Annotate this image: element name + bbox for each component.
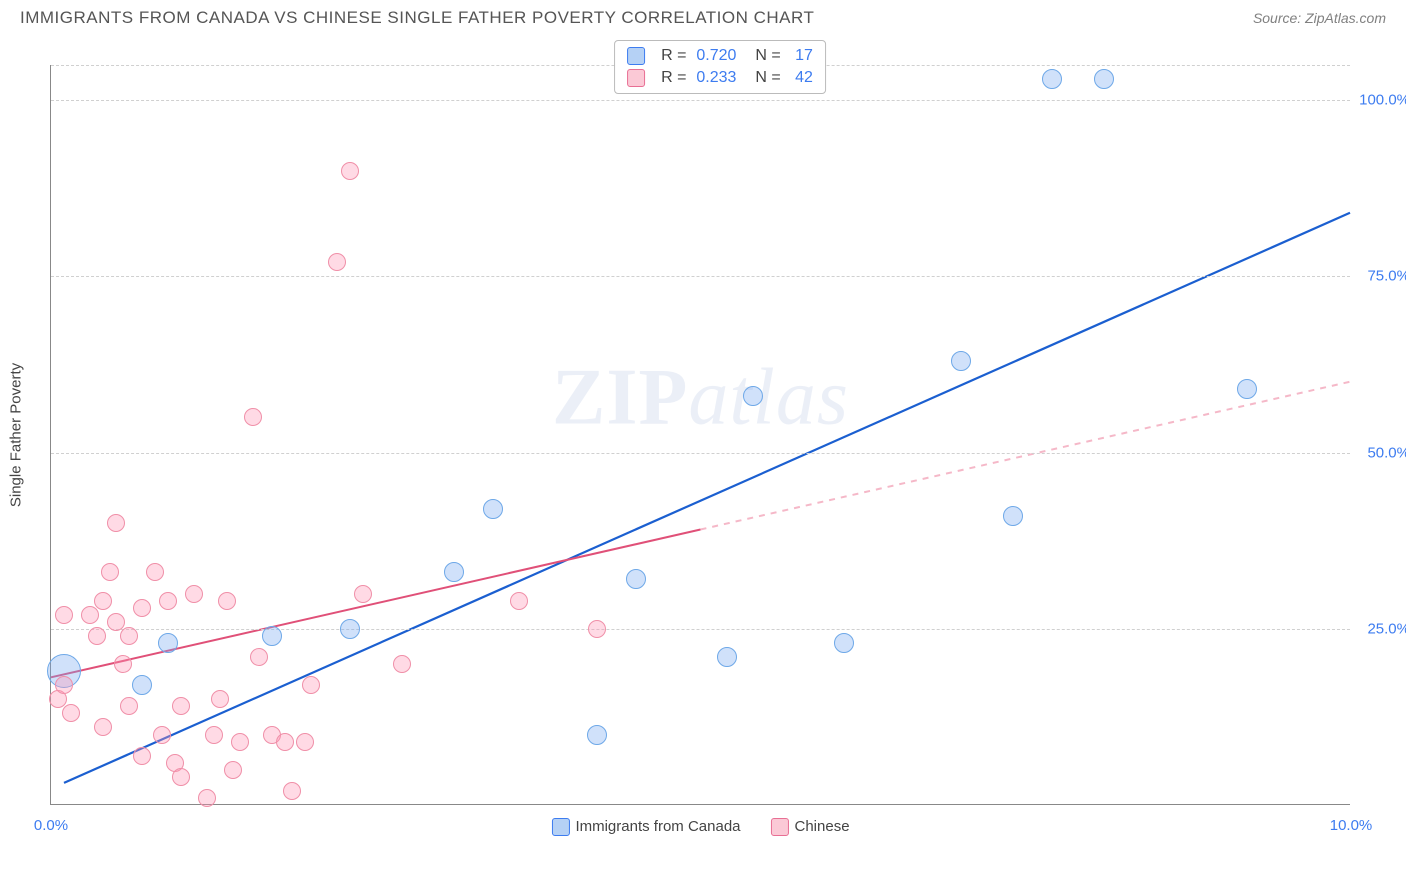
- data-point: [283, 782, 301, 800]
- data-point: [951, 351, 971, 371]
- data-point: [107, 514, 125, 532]
- data-point: [55, 606, 73, 624]
- data-point: [94, 592, 112, 610]
- data-point: [55, 676, 73, 694]
- y-tick-label: 25.0%: [1355, 620, 1406, 637]
- stats-legend-row: R = 0.720 N = 17: [627, 45, 813, 67]
- data-point: [218, 592, 236, 610]
- gridline: [51, 629, 1350, 630]
- data-point: [1042, 69, 1062, 89]
- data-point: [133, 599, 151, 617]
- data-point: [120, 697, 138, 715]
- legend-r-value: 0.720: [696, 47, 736, 65]
- data-point: [587, 725, 607, 745]
- data-point: [211, 690, 229, 708]
- legend-n-value: 42: [791, 69, 813, 87]
- data-point: [159, 592, 177, 610]
- gridline: [51, 453, 1350, 454]
- data-point: [244, 408, 262, 426]
- trend-line-dashed: [701, 382, 1351, 530]
- data-point: [510, 592, 528, 610]
- data-point: [626, 569, 646, 589]
- legend-series-name: Immigrants from Canada: [575, 818, 740, 835]
- data-point: [62, 704, 80, 722]
- data-point: [81, 606, 99, 624]
- legend-series-name: Chinese: [795, 818, 850, 835]
- source-attribution: Source: ZipAtlas.com: [1253, 10, 1386, 26]
- legend-item: Chinese: [771, 818, 850, 836]
- legend-n-label: N =: [746, 69, 780, 87]
- data-point: [1094, 69, 1114, 89]
- data-point: [158, 633, 178, 653]
- data-point: [743, 386, 763, 406]
- data-point: [588, 620, 606, 638]
- data-point: [172, 768, 190, 786]
- header: IMMIGRANTS FROM CANADA VS CHINESE SINGLE…: [0, 0, 1406, 32]
- trend-line: [64, 213, 1350, 783]
- data-point: [224, 761, 242, 779]
- plot-container: R = 0.720 N = 17 R = 0.233 N = 42 Single Fa…: [50, 40, 1390, 830]
- data-point: [1003, 506, 1023, 526]
- data-point: [302, 676, 320, 694]
- data-point: [132, 675, 152, 695]
- plot-area: Single Father Poverty ZIPatlas Immigrant…: [50, 65, 1350, 805]
- legend-swatch: [771, 818, 789, 836]
- data-point: [101, 563, 119, 581]
- y-tick-label: 75.0%: [1355, 268, 1406, 285]
- data-point: [94, 718, 112, 736]
- x-tick-label: 10.0%: [1330, 817, 1373, 834]
- data-point: [483, 499, 503, 519]
- data-point: [153, 726, 171, 744]
- legend-swatch: [627, 47, 645, 65]
- x-tick-label: 0.0%: [34, 817, 68, 834]
- legend-n-label: N =: [746, 47, 780, 65]
- data-point: [340, 619, 360, 639]
- gridline: [51, 100, 1350, 101]
- data-point: [205, 726, 223, 744]
- data-point: [231, 733, 249, 751]
- data-point: [88, 627, 106, 645]
- legend-swatch: [551, 818, 569, 836]
- data-point: [133, 747, 151, 765]
- data-point: [834, 633, 854, 653]
- data-point: [328, 253, 346, 271]
- data-point: [1237, 379, 1257, 399]
- data-point: [276, 733, 294, 751]
- data-point: [250, 648, 268, 666]
- legend-n-value: 17: [791, 47, 813, 65]
- data-point: [198, 789, 216, 807]
- legend-item: Immigrants from Canada: [551, 818, 740, 836]
- svg-layer: [51, 65, 1350, 804]
- data-point: [717, 647, 737, 667]
- data-point: [146, 563, 164, 581]
- data-point: [393, 655, 411, 673]
- chart-title: IMMIGRANTS FROM CANADA VS CHINESE SINGLE…: [20, 8, 814, 28]
- series-legend: Immigrants from Canada Chinese: [551, 818, 849, 836]
- gridline: [51, 276, 1350, 277]
- y-tick-label: 50.0%: [1355, 444, 1406, 461]
- legend-swatch: [627, 69, 645, 87]
- stats-legend: R = 0.720 N = 17 R = 0.233 N = 42: [614, 40, 826, 94]
- data-point: [172, 697, 190, 715]
- data-point: [114, 655, 132, 673]
- data-point: [262, 626, 282, 646]
- stats-legend-row: R = 0.233 N = 42: [627, 67, 813, 89]
- data-point: [185, 585, 203, 603]
- data-point: [341, 162, 359, 180]
- y-axis-label: Single Father Poverty: [8, 362, 25, 506]
- legend-r-label: R =: [661, 47, 686, 65]
- data-point: [120, 627, 138, 645]
- legend-r-label: R =: [661, 69, 686, 87]
- y-tick-label: 100.0%: [1355, 92, 1406, 109]
- data-point: [296, 733, 314, 751]
- data-point: [354, 585, 372, 603]
- data-point: [444, 562, 464, 582]
- legend-r-value: 0.233: [696, 69, 736, 87]
